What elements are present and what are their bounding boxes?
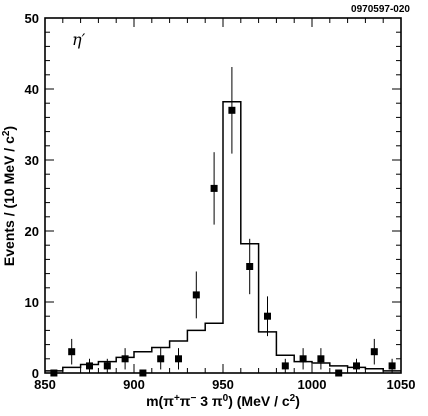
x-tick-label: 1050 <box>387 377 416 392</box>
y-tick-label: 0 <box>32 366 39 381</box>
data-point <box>210 184 218 192</box>
data-point <box>103 362 111 370</box>
data-point <box>281 362 289 370</box>
data-point <box>192 291 200 299</box>
x-tick-label: 850 <box>34 377 56 392</box>
y-tick-label: 40 <box>25 82 39 97</box>
data-point <box>175 355 182 363</box>
y-tick-label: 10 <box>25 295 39 310</box>
tick-labels: 850 900 950 1000 1050 0 10 20 30 40 50 <box>25 11 416 392</box>
data-point <box>317 355 325 363</box>
data-points <box>50 66 396 377</box>
data-point <box>86 362 93 370</box>
y-tick-label: 50 <box>25 11 39 26</box>
fit-histogram <box>45 101 401 372</box>
figure-id: 0970597-020 <box>351 4 410 15</box>
data-point <box>299 355 307 363</box>
y-tick-label: 30 <box>25 153 39 168</box>
x-tick-label: 900 <box>123 377 145 392</box>
x-tick-label: 950 <box>212 377 234 392</box>
data-point <box>68 348 76 356</box>
axis-ticks <box>44 17 402 374</box>
x-tick-label: 1000 <box>298 377 327 392</box>
y-tick-label: 20 <box>25 224 39 239</box>
data-point <box>388 362 396 370</box>
particle-annotation: η′ <box>72 30 86 49</box>
y-axis-label: Events / (10 MeV / c2) <box>1 126 18 266</box>
data-point <box>228 106 236 114</box>
data-point <box>353 362 360 370</box>
data-point <box>335 369 343 377</box>
data-point <box>157 355 165 363</box>
x-axis-label: m(π+π− 3 π0) (MeV / c2) <box>146 393 300 410</box>
data-point <box>246 263 254 270</box>
data-point <box>121 355 129 363</box>
data-point <box>370 348 378 356</box>
data-point <box>264 312 271 320</box>
data-point <box>50 369 58 377</box>
data-point <box>139 369 147 377</box>
